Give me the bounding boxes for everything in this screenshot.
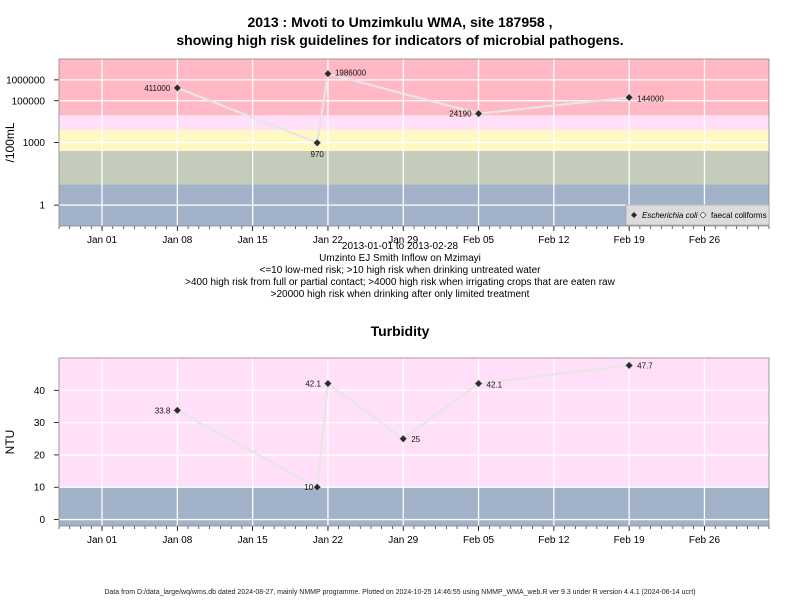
caption-risk-contact: >400 high risk from full or partial cont… [185, 277, 615, 288]
data-point [323, 379, 333, 388]
data-point [312, 138, 322, 148]
caption-site-name: Umzinto EJ Smith Inflow on Mzimayi [319, 253, 481, 264]
data-point [474, 109, 483, 118]
x-tick-label: Feb 19 [614, 235, 646, 246]
data-label: 42.1 [305, 380, 321, 389]
x-tick-label: Jan 15 [238, 535, 268, 546]
x-tick-label: Feb 26 [689, 535, 721, 546]
data-point [173, 83, 182, 93]
y-tick-label: 10 [34, 483, 46, 494]
x-tick-label: Jan 08 [162, 535, 192, 546]
y-tick-label: 30 [34, 418, 46, 429]
data-point [173, 406, 182, 415]
risk-band-2 [59, 129, 769, 151]
x-tick-label: Jan 08 [162, 235, 192, 246]
data-label: 25 [411, 435, 420, 444]
y-tick-label: 40 [34, 386, 46, 397]
data-label: 42.1 [487, 381, 503, 390]
plot-frame [58, 58, 770, 227]
x-tick-label: Jan 15 [238, 235, 268, 246]
x-tick-label: Jan 22 [313, 535, 343, 546]
x-tick-label: Jan 29 [388, 535, 418, 546]
caption-risk-treatment: >20000 high risk when drinking after onl… [270, 289, 530, 300]
y-axis-label: NTU [3, 430, 17, 455]
x-tick-label: Feb 12 [538, 535, 570, 546]
risk-band-3 [59, 115, 769, 130]
data-label: 47.7 [637, 361, 653, 370]
legend-box [625, 204, 770, 226]
data-label: 970 [311, 150, 325, 159]
data-label: 10 [304, 483, 313, 492]
y-tick-label: 1 [39, 201, 45, 212]
x-tick-label: Feb 26 [689, 235, 721, 246]
y-axis-label: /100mL [3, 122, 17, 162]
y-tick-label: 1000 [23, 138, 46, 149]
y-tick-label: 0 [39, 515, 45, 526]
data-point [323, 69, 333, 78]
data-label: 24190 [449, 110, 472, 119]
x-tick-label: Feb 12 [538, 235, 570, 246]
y-tick-label: 20 [34, 450, 46, 461]
caption-risk-drinking: <=10 low-med risk; >10 high risk when dr… [259, 265, 541, 276]
x-tick-label: Jan 01 [87, 535, 117, 546]
x-tick-label: Feb 19 [614, 535, 646, 546]
y-tick-label: 1000000 [6, 75, 45, 86]
data-label: 144000 [637, 94, 664, 103]
data-point [312, 483, 322, 492]
x-tick-label: Jan 01 [87, 235, 117, 246]
risk-band-1 [59, 150, 769, 185]
data-point [624, 361, 634, 370]
chart-title-line-2: showing high risk guidelines for indicat… [176, 32, 624, 48]
data-point [624, 93, 634, 102]
legend-label-ecoli: Escherichia coli [642, 211, 698, 220]
data-label: 411000 [144, 84, 171, 93]
data-label: 33.8 [155, 406, 171, 415]
x-tick-label: Feb 05 [463, 235, 495, 246]
data-point [399, 434, 408, 443]
x-tick-label: Feb 05 [463, 535, 495, 546]
data-point [474, 379, 483, 388]
x-tick-label: Jan 29 [388, 235, 418, 246]
plot-frame [58, 357, 770, 527]
chart-title-line-1: 2013 : Mvoti to Umzimkulu WMA, site 1879… [247, 14, 553, 30]
legend-marker-ecoli [631, 212, 637, 218]
caption-date-range: 2013-01-01 to 2013-02-28 [341, 241, 459, 252]
legend-marker-faecal [699, 211, 707, 219]
y-tick-label: 100000 [12, 96, 46, 107]
footer-note: Data from D:/data_large/wq/wms.db dated … [104, 589, 696, 596]
legend-label-faecal: faecal coliforms [711, 211, 767, 220]
x-tick-label: Jan 22 [313, 235, 343, 246]
data-label: 1986000 [335, 69, 367, 78]
turbidity-title: Turbidity [370, 323, 430, 339]
series-line [176, 364, 630, 489]
